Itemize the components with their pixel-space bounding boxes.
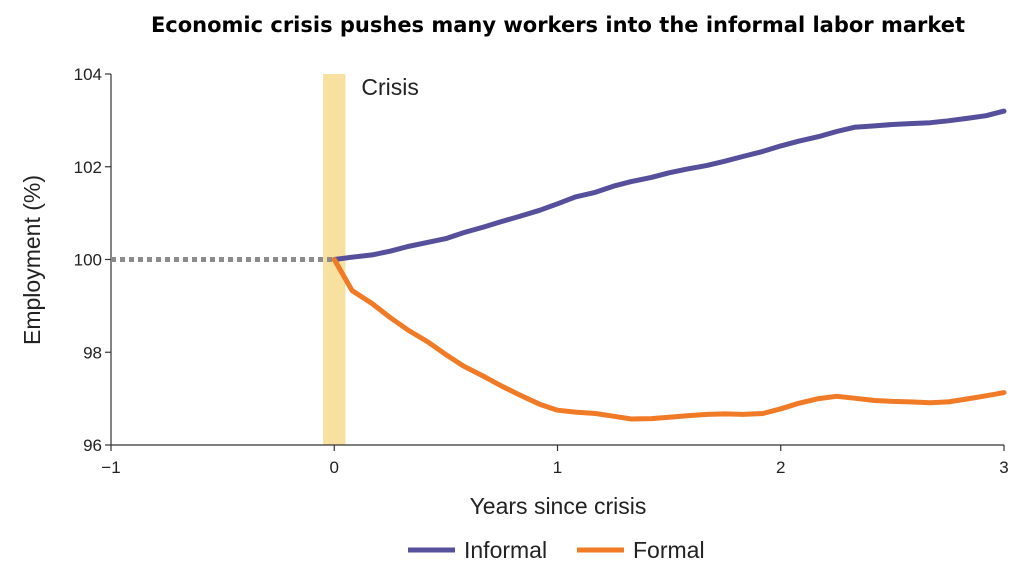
legend-label-informal: Informal bbox=[464, 537, 547, 563]
series-lines bbox=[111, 108, 1007, 422]
y-tick-label: 100 bbox=[74, 251, 102, 270]
x-tick-label: 2 bbox=[776, 458, 785, 477]
x-axis-label: Years since crisis bbox=[470, 493, 647, 519]
x-tick-label: −1 bbox=[101, 458, 120, 477]
series-line-informal bbox=[331, 108, 1007, 262]
y-tick-label: 98 bbox=[83, 343, 102, 362]
chart-title: Economic crisis pushes many workers into… bbox=[151, 13, 965, 37]
y-axis-label: Employment (%) bbox=[19, 175, 45, 345]
legend-label-formal: Formal bbox=[633, 537, 705, 563]
x-tick-label: 3 bbox=[999, 458, 1008, 477]
y-tick-label: 104 bbox=[74, 65, 102, 84]
y-tick-label: 102 bbox=[74, 158, 102, 177]
series-line-formal bbox=[331, 257, 1007, 422]
axes: 96 98 100 102 104 −1 0 1 2 3 bbox=[74, 65, 1009, 477]
y-tick-label: 96 bbox=[83, 436, 102, 455]
crisis-label: Crisis bbox=[361, 74, 419, 100]
legend: Informal Formal bbox=[408, 537, 705, 563]
x-tick-label: 1 bbox=[553, 458, 562, 477]
x-tick-label: 0 bbox=[330, 458, 339, 477]
